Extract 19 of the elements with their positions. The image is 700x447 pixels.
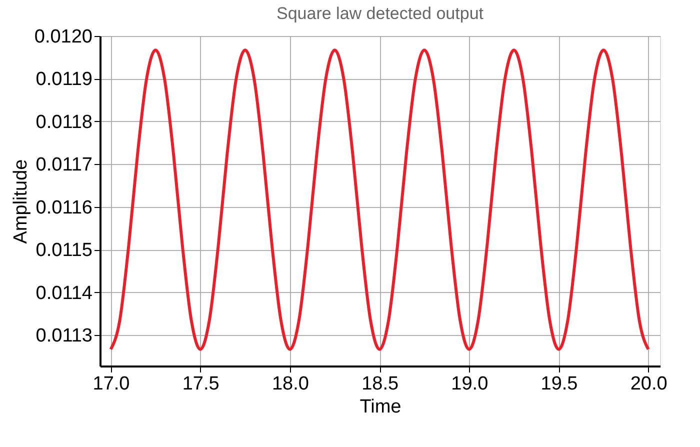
y-tick-label: 0.0117	[36, 154, 92, 176]
x-axis-title: Time	[360, 396, 402, 418]
y-axis-title: Amplitude	[10, 159, 32, 244]
x-tick-label: 17.0	[92, 374, 130, 394]
x-tick-label: 17.5	[182, 374, 220, 394]
y-tick-label: 0.0120	[34, 26, 92, 48]
x-tick-label: 18.0	[272, 374, 309, 394]
y-tick-label: 0.0119	[36, 69, 92, 90]
y-tick-label: 0.0115	[36, 240, 92, 262]
chart-title: Square law detected output	[276, 4, 484, 23]
x-tick-label: 20.0	[630, 374, 668, 394]
x-tick-label: 18.5	[362, 374, 399, 394]
x-tick-label: 19.0	[451, 374, 488, 394]
y-tick-label: 0.0116	[36, 197, 92, 218]
y-tick-label: 0.0118	[36, 112, 92, 133]
y-tick-label: 0.0113	[36, 326, 92, 347]
x-tick-label: 19.5	[540, 374, 578, 394]
line-series	[109, 48, 650, 351]
y-tick-label: 0.0114	[36, 282, 93, 304]
